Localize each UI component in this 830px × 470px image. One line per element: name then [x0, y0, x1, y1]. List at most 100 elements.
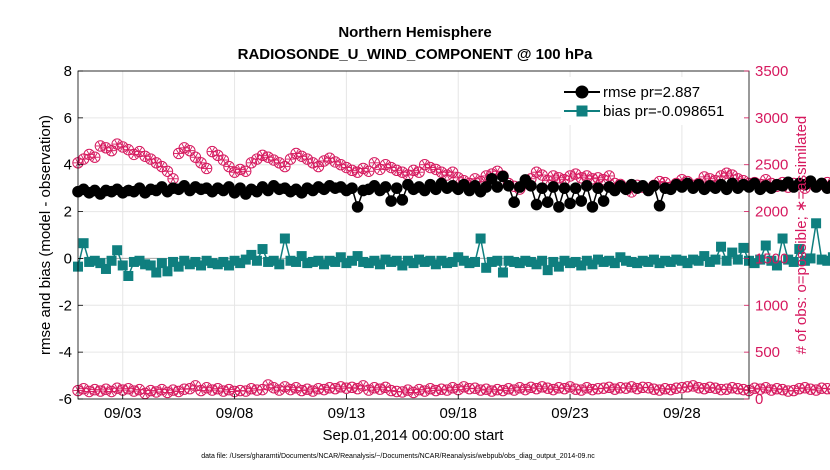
obs-assimilated-point: [396, 386, 409, 398]
obs-star-stroke: [371, 158, 378, 168]
obs-star-stroke: [287, 385, 294, 394]
bias-point: [369, 255, 380, 266]
obs-star-stroke: [539, 170, 545, 180]
rmse-point: [592, 182, 604, 194]
obs-star-stroke: [366, 167, 372, 176]
bias-point: [497, 267, 508, 278]
bias-point: [179, 255, 190, 266]
x-tick-label: 09/13: [328, 405, 366, 422]
obs-possible-point: [424, 161, 436, 174]
obs-star-stroke: [97, 386, 104, 396]
obs-possible-point: [256, 149, 269, 162]
obs-star-stroke: [791, 386, 797, 395]
obs-possible-point: [413, 166, 425, 178]
y-right-tick-label: 500: [755, 344, 780, 361]
obs-star-stroke: [349, 383, 355, 392]
obs-star-stroke: [192, 381, 199, 391]
rmse-point: [525, 180, 537, 192]
y-left-tick-label: 8: [64, 63, 72, 80]
obs-circle: [441, 169, 453, 181]
obs-star-stroke: [449, 168, 456, 177]
obs-circle: [240, 165, 252, 177]
obs-possible-point: [564, 170, 576, 182]
obs-circle: [698, 171, 710, 183]
obs-star-stroke: [298, 386, 305, 395]
obs-star-stroke: [388, 163, 394, 172]
rmse-point: [480, 181, 492, 193]
rmse-point: [536, 182, 548, 194]
obs-count-series: [72, 138, 830, 400]
obs-circle: [290, 147, 302, 160]
obs-circle: [575, 384, 587, 396]
obs-circle: [184, 382, 196, 395]
obs-star-stroke: [209, 385, 215, 395]
bias-point: [643, 256, 654, 267]
obs-assimilated-point: [603, 381, 615, 393]
obs-circle: [402, 384, 414, 396]
bias-point: [414, 254, 425, 265]
rmse-point: [485, 172, 498, 185]
y-left-tick-label: 6: [64, 110, 72, 127]
bias-point: [263, 256, 274, 267]
obs-circle: [385, 161, 397, 174]
obs-star-stroke: [483, 171, 489, 181]
obs-circle: [150, 386, 162, 398]
obs-star-stroke: [606, 171, 612, 181]
bias-point: [693, 255, 704, 266]
y-right-tick-label: 3000: [755, 110, 788, 127]
bias-point: [822, 255, 830, 266]
obs-star-stroke: [433, 386, 439, 395]
obs-circle: [318, 383, 330, 396]
obs-possible-point: [89, 151, 101, 163]
obs-circle: [307, 385, 319, 397]
obs-circle: [418, 159, 431, 171]
obs-star-stroke: [405, 170, 411, 180]
obs-star-stroke: [120, 142, 126, 152]
obs-circle: [100, 142, 112, 154]
obs-star-stroke: [421, 160, 428, 169]
obs-star-stroke: [220, 155, 227, 165]
bias-point: [313, 255, 324, 266]
obs-star-stroke: [271, 383, 277, 392]
y-axis-right-label: # of obs: o=possible; ∗=assimilated: [793, 116, 810, 355]
obs-possible-point: [603, 170, 615, 182]
obs-star-stroke: [282, 382, 288, 392]
obs-star-stroke: [209, 147, 215, 156]
obs-circle: [329, 382, 341, 395]
bias-point: [766, 255, 777, 266]
obs-star-stroke: [293, 383, 299, 392]
obs-star-stroke: [259, 385, 266, 394]
obs-assimilated-point: [100, 383, 112, 395]
obs-assimilated-point: [223, 383, 235, 396]
obs-possible-point: [329, 156, 341, 168]
obs-possible-point: [446, 166, 459, 178]
rmse-series: [72, 170, 830, 213]
rmse-point: [597, 195, 610, 207]
bias-point: [682, 258, 693, 269]
obs-star-stroke: [276, 158, 282, 168]
obs-assimilated-point: [810, 384, 822, 396]
obs-star-stroke: [690, 381, 696, 391]
obs-assimilated-point: [480, 383, 492, 395]
obs-assimilated-point: [307, 385, 319, 397]
bias-point: [229, 255, 240, 266]
chart-title-line2: RADIOSONDE_U_WIND_COMPONENT @ 100 hPa: [238, 46, 593, 63]
obs-circle: [357, 162, 369, 175]
bias-series: [73, 218, 830, 281]
obs-star-stroke: [360, 381, 366, 391]
rmse-point: [827, 179, 830, 190]
obs-possible-point: [346, 164, 358, 177]
obs-star-stroke: [142, 152, 148, 161]
legend: rmse pr=2.887 bias pr=-0.098651: [561, 77, 744, 125]
obs-star-stroke: [220, 386, 227, 396]
bias-point: [430, 259, 441, 270]
obs-star-stroke: [550, 385, 556, 394]
bias-point: [156, 258, 167, 269]
bias-point: [425, 255, 436, 266]
bias-point: [218, 256, 229, 267]
bias-point: [251, 255, 262, 266]
bias-point: [279, 233, 290, 244]
obs-assimilated-point: [514, 382, 526, 394]
obs-circle: [240, 385, 252, 397]
obs-star-stroke: [226, 162, 232, 171]
